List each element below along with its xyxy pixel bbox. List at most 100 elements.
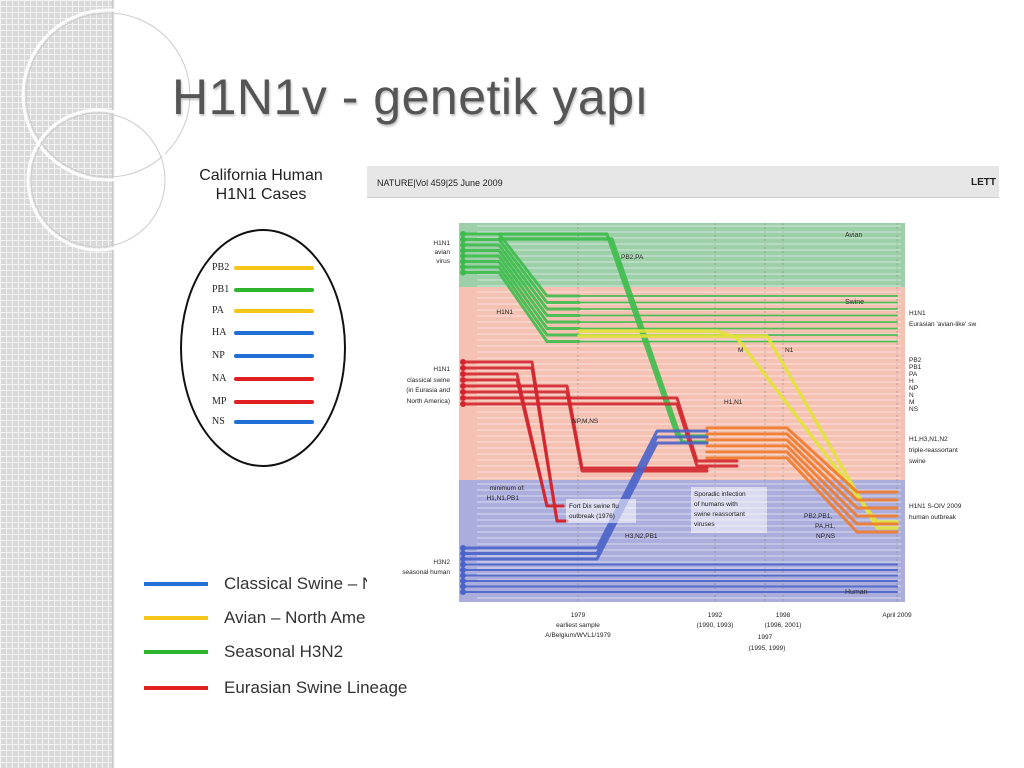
lineage-origin-dot: [460, 231, 466, 237]
sporadic-box: [691, 487, 767, 533]
segment-bar: [234, 309, 314, 313]
triple-reassortant-line: [705, 426, 899, 494]
nature-figure: NATURE|Vol 459|25 June 2009 LETT Avian S…: [367, 166, 999, 666]
california-title-line1: California Human: [199, 167, 323, 184]
label-minimum-1: minimum of:: [490, 485, 526, 492]
avian-to-swine-line: [461, 260, 581, 330]
lineage-paths: [460, 231, 899, 595]
avian-to-swine-line: [461, 254, 581, 324]
avian-to-swine-line: [461, 232, 581, 298]
segment-label: NP: [212, 350, 225, 361]
label-classical-2: classical swine: [407, 377, 450, 384]
label-pb2-group-2: PA,H1,: [815, 523, 835, 530]
band-label-avian: Avian: [845, 232, 862, 239]
classical-np-m-ns-line: [461, 390, 709, 473]
label-np-m-ns: NP,M,NS: [572, 418, 599, 425]
fort-dix-box: [566, 499, 636, 523]
time-label-1992-1: 1992: [708, 612, 723, 619]
lineage-origin-dot: [460, 247, 466, 254]
legend-line: [144, 582, 208, 586]
time-label-1979-2: earliest sample: [556, 622, 600, 629]
time-gridlines: [577, 223, 898, 602]
segment-label: PA: [212, 305, 224, 316]
lineage-origin-dot: [460, 253, 466, 259]
label-h1n1-avian-2: avian: [434, 249, 450, 256]
segment-label: PB2: [212, 262, 230, 273]
segment-bar: [234, 288, 314, 292]
label-h1n1-avian-3: virus: [436, 258, 450, 265]
triple-reassortant-line: [705, 438, 899, 510]
segment-bar: [234, 266, 314, 270]
label-h3n2-1: H3N2: [433, 559, 450, 566]
avian-to-swine-line: [461, 249, 581, 317]
segment-bar: [234, 331, 314, 335]
reassortment-diagram: Avian Swine Human H1N1 avian virus H1N1 …: [402, 223, 976, 652]
label-sporadic-1: Sporadic infection: [694, 491, 746, 498]
time-label-1998-1: 1998: [776, 612, 791, 619]
inner-labels: PB2,PA M N1 H1,N1 NP,M,NS H3,N2,PB1 Fort…: [566, 254, 836, 540]
label-sporadic-4: viruses: [694, 521, 715, 528]
eurasian-m-line: [577, 329, 899, 524]
eurasian-n1-line: [577, 334, 899, 530]
label-eurasian-1: H1N1: [909, 310, 926, 317]
classical-h1-n1-line: [461, 402, 739, 468]
legend-line: [144, 686, 208, 690]
avian-to-swine-line: [461, 265, 581, 337]
label-triple-2: triple-reassortant: [909, 447, 958, 454]
band-label-human: Human: [845, 589, 868, 596]
h3n2-reassortant-line: [461, 435, 709, 555]
legend-text: Classical Swine – N: [224, 574, 375, 593]
label-soiv-1: H1N1 S-OIV 2009: [909, 503, 962, 510]
label-triple-1: H1,H3,N1,N2: [909, 436, 948, 443]
legend-line: [144, 650, 208, 654]
time-label-1979-3: A/Belgium/WVL1/1979: [545, 632, 611, 639]
california-title: California Human H1N1 Cases: [186, 166, 336, 204]
segment-bar: [234, 420, 314, 424]
label-minimum-2: H1,N1,PB1: [486, 495, 519, 502]
segment-label: NS: [212, 416, 225, 427]
figure-citation: NATURE|Vol 459|25 June 2009: [377, 178, 503, 188]
label-classical-3: (in Eurasia and: [406, 387, 450, 394]
time-label-1992-2: (1990, 1993): [697, 622, 734, 629]
time-label-1998-2: (1996, 2001): [765, 622, 802, 629]
time-axis: 1979 earliest sample A/Belgium/WVL1/1979…: [545, 612, 912, 652]
label-gene-n: N: [909, 392, 914, 399]
triple-reassortant-line: [705, 444, 899, 518]
segment-bar: [234, 354, 314, 358]
classical-to-fort-dix-line: [461, 366, 569, 523]
label-gene-pa: PA: [909, 371, 918, 378]
label-classical-1: H1N1: [433, 366, 450, 373]
label-gene-ns: NS: [909, 406, 919, 413]
label-h3-n2-pb1: H3,N2,PB1: [625, 533, 658, 540]
label-h1-n1: H1,N1: [724, 399, 743, 406]
label-fort-dix-2: outbreak (1976): [569, 513, 615, 520]
time-label-1979-1: 1979: [571, 612, 586, 619]
segment-oval: [180, 229, 346, 467]
label-classical-4: North America): [407, 398, 450, 405]
label-n1: N1: [785, 347, 794, 354]
label-sporadic-2: of humans with: [694, 501, 738, 508]
label-gene-pb2: PB2: [909, 357, 922, 364]
h3n2-reassortant-line: [461, 429, 709, 550]
label-fort-dix-1: Fort Dix swine flu: [569, 503, 619, 510]
legend-line: [144, 616, 208, 620]
segment-label: MP: [212, 396, 227, 407]
triple-reassortant-line: [705, 450, 899, 526]
label-triple-3: swine: [909, 458, 926, 465]
label-gene-pb1: PB1: [909, 364, 922, 371]
avian-to-swine-line: [461, 238, 581, 304]
label-gene-m: M: [909, 399, 914, 406]
lineage-origin-dot: [460, 236, 466, 243]
lineage-origin-dot: [460, 242, 466, 248]
segment-bar: [234, 377, 314, 381]
label-soiv-2: human outbreak: [909, 514, 957, 521]
avian-to-swine-line: [461, 243, 581, 311]
label-h1n1: H1N1: [496, 309, 513, 316]
figure-header-right: LETT: [971, 177, 996, 188]
segment-label: NA: [212, 373, 227, 384]
avian-to-swine-line: [461, 271, 581, 343]
decorative-circles: [21, 8, 195, 252]
time-label-1997-2: (1995, 1999): [749, 645, 786, 652]
slide-title: H1N1v - genetik yapı: [172, 69, 649, 125]
triple-reassortant-line: [705, 432, 899, 502]
